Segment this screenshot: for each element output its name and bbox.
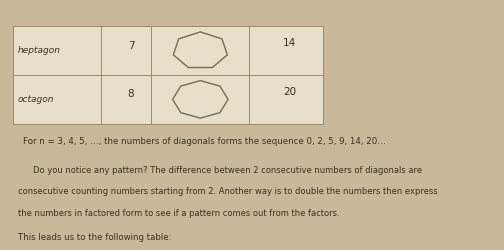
- Text: the numbers in factored form to see if a pattern comes out from the factors.: the numbers in factored form to see if a…: [18, 209, 339, 218]
- Text: This leads us to the following table:: This leads us to the following table:: [18, 232, 171, 241]
- Text: octagon: octagon: [18, 95, 54, 104]
- Text: 14: 14: [283, 38, 296, 48]
- Text: For n = 3, 4, 5, …, the numbers of diagonals forms the sequence 0, 2, 5, 9, 14, : For n = 3, 4, 5, …, the numbers of diago…: [23, 138, 386, 146]
- Text: consecutive counting numbers starting from 2. Another way is to double the numbe: consecutive counting numbers starting fr…: [18, 188, 437, 196]
- Bar: [13, 26, 323, 124]
- Text: 8: 8: [128, 90, 135, 100]
- Text: heptagon: heptagon: [18, 46, 60, 55]
- Text: 20: 20: [283, 87, 296, 97]
- Text: Do you notice any pattern? The difference between 2 consecutive numbers of diago: Do you notice any pattern? The differenc…: [33, 166, 422, 175]
- Text: 7: 7: [128, 40, 135, 50]
